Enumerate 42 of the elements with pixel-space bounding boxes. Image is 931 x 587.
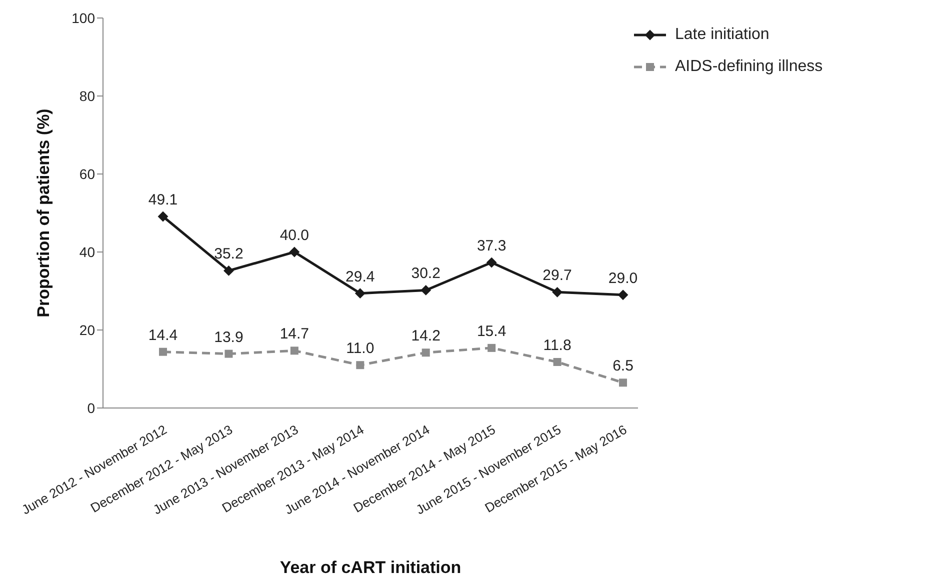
- data-label: 37.3: [476, 238, 506, 255]
- legend-label: Late initiation: [675, 26, 770, 44]
- point: [158, 212, 168, 222]
- y-tick-label: 0: [87, 400, 96, 416]
- data-label: 29.0: [608, 270, 638, 287]
- data-label: 29.4: [346, 268, 375, 286]
- data-label: 49.1: [148, 192, 178, 209]
- point: [486, 258, 497, 268]
- point: [159, 348, 167, 356]
- data-label: 14.4: [148, 326, 178, 344]
- data-label: 40.0: [280, 227, 310, 244]
- point: [289, 247, 300, 257]
- legend-label: AIDS-defining illness: [675, 58, 823, 76]
- y-tick-label: 60: [79, 166, 96, 182]
- data-label: 13.9: [214, 328, 244, 346]
- data-label: 35.2: [214, 246, 244, 263]
- point: [356, 361, 364, 370]
- y-tick-label: 40: [79, 244, 96, 260]
- data-label: 11.0: [346, 340, 374, 358]
- y-tick-label: 100: [72, 10, 96, 26]
- point: [290, 346, 298, 355]
- point: [422, 348, 430, 357]
- y-tick-label: 20: [79, 322, 96, 338]
- point: [420, 285, 431, 296]
- point: [224, 350, 233, 358]
- data-label: 29.7: [542, 267, 572, 284]
- point: [553, 358, 562, 366]
- point: [618, 290, 628, 300]
- x-axis-title: Year of cART initiation: [280, 558, 462, 577]
- data-label: 11.8: [543, 336, 572, 354]
- point: [224, 266, 234, 276]
- data-label: 6.5: [612, 358, 634, 375]
- point: [355, 288, 366, 298]
- data-label: 30.2: [411, 265, 440, 282]
- y-axis-title: Proportion of patients (%): [34, 108, 54, 318]
- data-label: 15.4: [476, 322, 506, 340]
- data-label: 14.7: [280, 326, 310, 343]
- y-tick-label: 80: [79, 88, 96, 104]
- point: [619, 378, 627, 387]
- point: [552, 287, 562, 298]
- point: [488, 344, 496, 352]
- data-label: 14.2: [411, 328, 440, 345]
